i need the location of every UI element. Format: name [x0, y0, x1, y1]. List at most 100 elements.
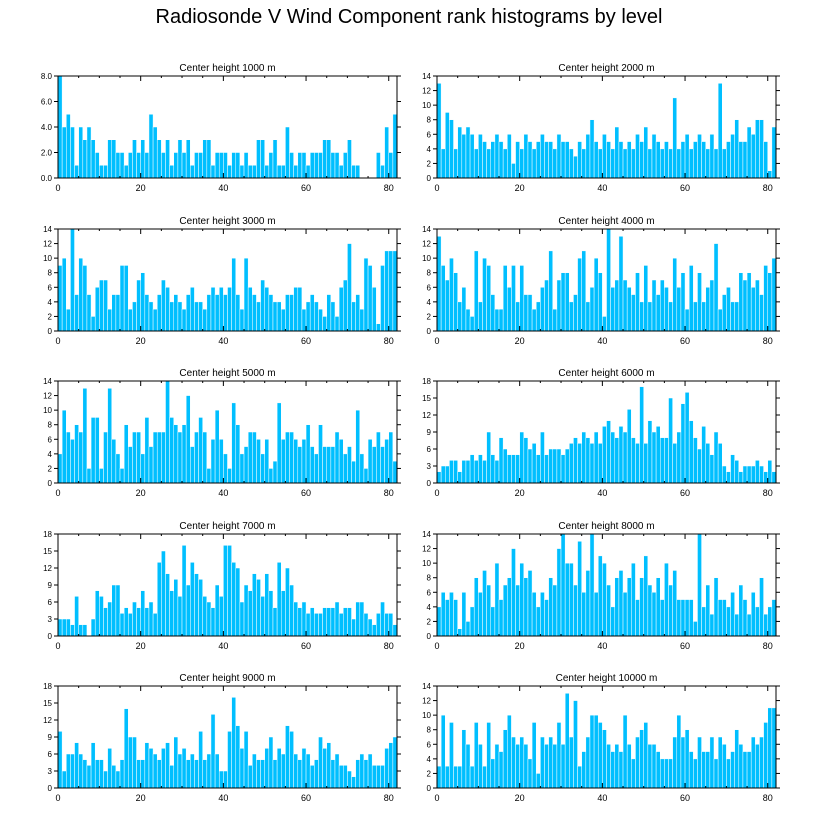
histogram-bar: [597, 555, 603, 637]
histogram-bar: [531, 308, 537, 332]
histogram-bar: [128, 446, 133, 484]
histogram-bar: [635, 443, 640, 484]
histogram-bar: [453, 148, 458, 179]
histogram-bar: [577, 257, 582, 332]
histogram-bar: [218, 287, 224, 332]
histogram-bar: [74, 424, 79, 484]
histogram-bar: [647, 301, 653, 332]
histogram-bar: [527, 141, 533, 179]
histogram-bar: [490, 294, 496, 332]
histogram-bar: [445, 765, 450, 789]
histogram-bar: [326, 607, 332, 637]
histogram-bar: [457, 765, 463, 789]
y-tick-label: 12: [422, 411, 431, 420]
y-tick-label: 12: [422, 697, 431, 706]
histogram-bar: [771, 471, 777, 484]
histogram-bar: [376, 323, 381, 332]
panel-title: Center height 7000 m: [179, 521, 275, 532]
histogram-bar: [767, 272, 773, 332]
histogram-bar: [268, 468, 274, 484]
plot-frame: [57, 228, 398, 332]
histogram-bar: [511, 265, 516, 332]
x-tick-label: 40: [218, 793, 228, 803]
histogram-bar: [194, 301, 199, 332]
histogram-bar: [206, 294, 212, 332]
histogram-bar: [223, 545, 228, 637]
histogram-bar: [318, 308, 323, 332]
panel-title: Center height 3000 m: [179, 216, 275, 227]
histogram-bar: [156, 759, 162, 789]
histogram-bar: [767, 460, 773, 484]
histogram-bar: [469, 765, 475, 789]
histogram-bar: [659, 148, 665, 179]
histogram-bar: [560, 272, 566, 332]
histogram-bar: [314, 152, 319, 179]
histogram-bar: [746, 465, 752, 484]
histogram-bar: [272, 759, 278, 789]
histogram-bar: [256, 759, 261, 789]
histogram-bar: [577, 443, 582, 484]
histogram-panel-4: Center height 4000 m 0 2 4 6 8 10 12 14 0 20 40 60 80: [422, 216, 780, 346]
histogram-bar: [272, 139, 278, 179]
histogram-bar: [502, 265, 508, 332]
histogram-bar: [556, 134, 562, 179]
histogram-bar: [144, 417, 150, 484]
histogram-bar: [631, 294, 636, 332]
histogram-bar: [359, 453, 365, 484]
histogram-bar: [268, 590, 274, 637]
y-tick-label: 0.0: [41, 174, 53, 183]
histogram-bar: [519, 431, 525, 484]
histogram-bar: [326, 742, 332, 789]
histogram-bar: [763, 471, 768, 484]
histogram-bar: [540, 592, 545, 637]
histogram-bar: [746, 272, 752, 332]
histogram-bar: [78, 431, 84, 484]
y-tick-label: 0: [48, 479, 53, 488]
histogram-bar: [688, 265, 694, 332]
x-tick-label: 80: [384, 793, 394, 803]
histogram-bar: [469, 454, 475, 484]
histogram-bar: [436, 765, 442, 789]
histogram-bar: [338, 439, 344, 484]
y-tick-label: 6: [427, 588, 432, 597]
histogram-bar: [132, 139, 137, 179]
y-tick-label: 6: [48, 750, 53, 759]
y-tick-label: 10: [43, 406, 52, 415]
y-tick-label: 15: [43, 547, 52, 556]
histogram-bar: [305, 301, 311, 332]
histogram-bar: [260, 759, 265, 789]
histogram-bar: [235, 294, 241, 332]
histogram-bar: [705, 148, 711, 179]
histogram-bar: [202, 431, 208, 484]
histogram-bar: [755, 279, 760, 332]
histogram-bar: [156, 294, 162, 332]
histogram-bar: [597, 148, 603, 179]
histogram-bar: [482, 141, 487, 179]
histogram-bar: [465, 460, 471, 484]
histogram-bar: [343, 279, 348, 332]
histogram-bar: [218, 596, 224, 637]
x-tick-label: 0: [55, 793, 60, 803]
histogram-bar: [247, 287, 253, 332]
x-tick-label: 40: [597, 488, 607, 498]
histogram-panel-8: Center height 8000 m 0 2 4 6 8 10 12 14 0 20 40 60 80: [422, 521, 780, 651]
histogram-bar: [606, 420, 611, 484]
histogram-bar: [693, 758, 698, 789]
histogram-bar: [610, 431, 616, 484]
histogram-bar: [231, 697, 237, 789]
histogram-bar: [206, 139, 212, 179]
histogram-bar: [767, 606, 773, 637]
histogram-bar: [384, 126, 389, 179]
histogram-bar: [173, 152, 179, 179]
histogram-bar: [519, 148, 525, 179]
histogram-bar: [755, 744, 760, 789]
y-tick-label: 9: [48, 581, 53, 590]
histogram-bar: [285, 294, 290, 332]
x-tick-label: 80: [384, 488, 394, 498]
histogram-bar: [709, 613, 715, 637]
histogram-bar: [713, 577, 719, 637]
x-tick-label: 60: [680, 336, 690, 346]
histogram-bar: [227, 165, 232, 179]
histogram-bar: [190, 287, 195, 332]
histogram-bar: [440, 714, 446, 789]
